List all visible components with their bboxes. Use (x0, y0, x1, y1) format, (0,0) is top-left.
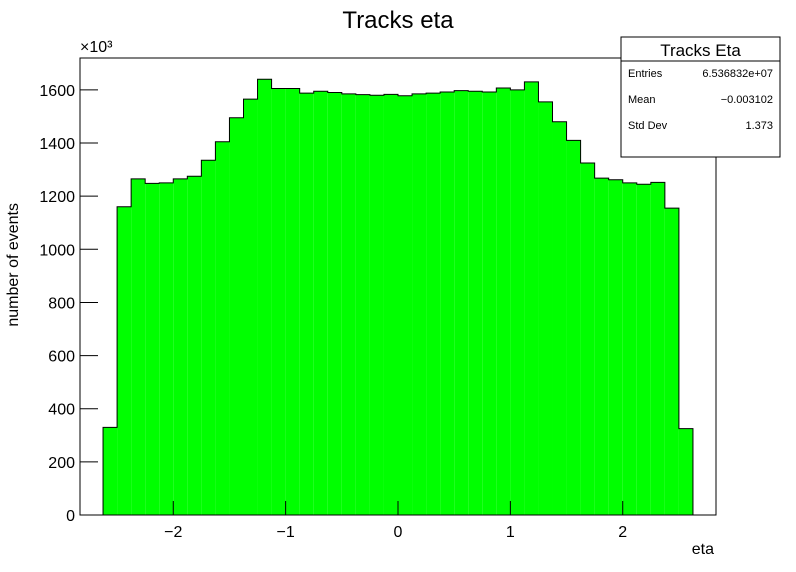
stats-value: 6.536832e+07 (702, 68, 773, 80)
bar (355, 94, 370, 515)
bar (454, 90, 469, 515)
bar (243, 99, 258, 515)
x-tick-label: 1 (506, 524, 515, 541)
bar (187, 176, 202, 515)
bar (678, 428, 693, 515)
bar (327, 92, 342, 515)
bar (299, 93, 314, 516)
bar (117, 206, 132, 515)
bar (664, 208, 679, 515)
x-axis-label: eta (692, 541, 714, 558)
stats-label: Mean (628, 94, 656, 106)
y-tick-label: 600 (48, 349, 75, 366)
bar (608, 179, 623, 516)
y-tick-label: 200 (48, 455, 75, 472)
bar (650, 182, 665, 516)
stats-value: 1.373 (745, 120, 773, 132)
y-tick-label: 800 (48, 295, 75, 312)
bar (398, 95, 413, 516)
bar (229, 117, 244, 515)
bar (159, 182, 174, 515)
y-tick-label: 0 (66, 508, 75, 525)
bar (468, 91, 483, 515)
bar (201, 160, 216, 515)
y-tick-label: 400 (48, 402, 75, 419)
stats-label: Entries (628, 68, 663, 80)
bar (580, 162, 595, 516)
bar (538, 101, 553, 515)
y-tick-label: 1000 (39, 242, 75, 259)
bar (426, 93, 441, 516)
y-multiplier: ×10³ (80, 39, 113, 56)
histogram-outline (102, 78, 694, 515)
bar (510, 89, 525, 515)
bar (412, 93, 427, 515)
y-tick-label: 1400 (39, 136, 75, 153)
bar (622, 182, 637, 515)
x-tick-label: −2 (164, 524, 182, 541)
bar (383, 94, 398, 516)
bar (524, 81, 539, 516)
bar (636, 184, 651, 515)
stats-title: Tracks Eta (660, 41, 741, 60)
bar (145, 183, 160, 515)
bar (131, 178, 146, 515)
bar (257, 79, 272, 516)
bar (313, 91, 328, 515)
bar (341, 93, 356, 515)
bar (496, 88, 511, 515)
bar (103, 427, 118, 515)
y-tick-label: 1600 (39, 83, 75, 100)
bar (594, 178, 609, 516)
bar (215, 141, 230, 515)
stats-value: −0.003102 (721, 94, 773, 106)
bar (566, 140, 581, 515)
bar (482, 92, 497, 515)
x-tick-label: −1 (277, 524, 295, 541)
y-tick-label: 1200 (39, 189, 75, 206)
chart-title: Tracks eta (342, 7, 454, 34)
stats-label: Std Dev (628, 120, 668, 132)
bar (369, 95, 384, 515)
y-axis-label: number of events (5, 203, 22, 327)
bar (271, 88, 286, 515)
bar (440, 92, 455, 515)
x-tick-label: 2 (618, 524, 627, 541)
bar (285, 88, 300, 515)
bar (552, 121, 567, 515)
x-tick-label: 0 (394, 524, 403, 541)
stats-box: Tracks Eta Entries 6.536832e+07 Mean −0.0031… (620, 36, 781, 158)
stats-frame (620, 36, 781, 158)
bar (173, 178, 188, 515)
